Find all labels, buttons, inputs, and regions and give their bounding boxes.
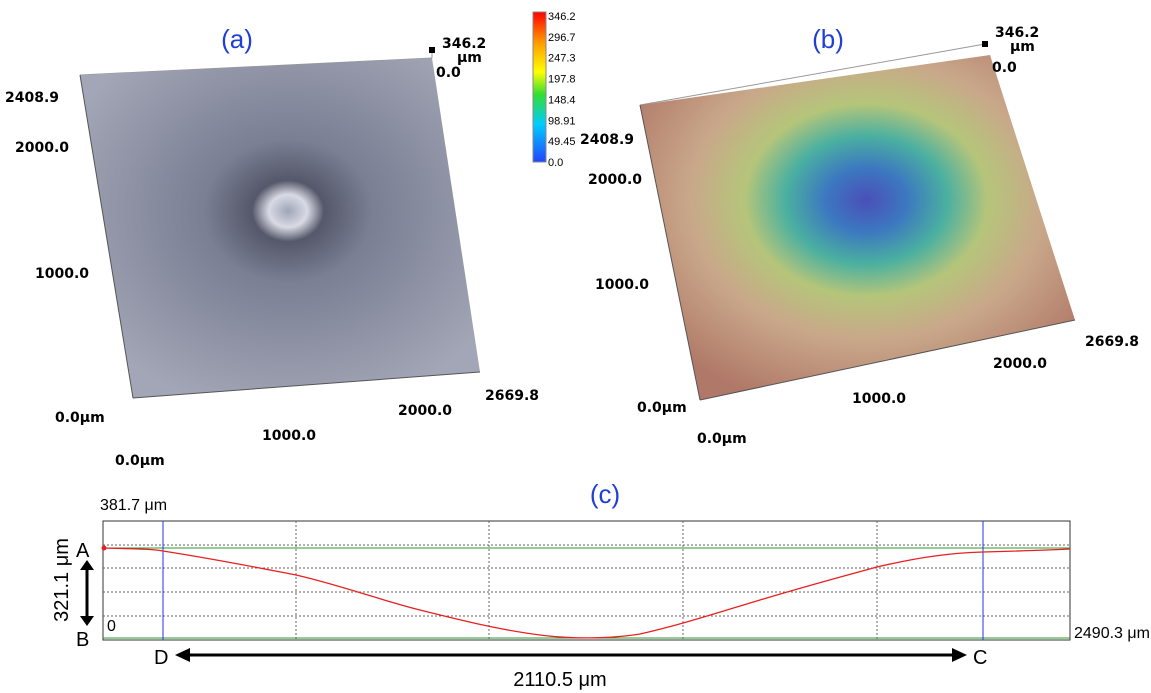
- colorbar-tick-label: 346.2: [548, 11, 576, 23]
- panel-b: (b) 346.2 μm 0.0 2408.9 2000.0 1000.0 0.…: [580, 24, 1139, 447]
- marker: [982, 41, 988, 47]
- colorbar-tick-label: 247.3: [548, 53, 576, 65]
- y-label: 0.0μm: [637, 400, 687, 416]
- arrow-head: [80, 616, 94, 626]
- colorbar-tick-label: 148.4: [548, 94, 576, 106]
- point-label: A: [76, 540, 90, 562]
- arrow-head: [80, 560, 94, 570]
- panel-label: (b): [812, 24, 844, 54]
- colorbar: 346.2 296.7 247.3 197.8 148.4 98.91 49.45 0.0: [532, 11, 576, 169]
- panel-c: (c) 381.7 μm A B 321.1 μm 0 2490.3 μm D …: [51, 479, 1150, 691]
- axis: [79, 74, 134, 399]
- x-label: 2669.8: [1085, 334, 1139, 350]
- x-label: 2669.8: [485, 388, 539, 404]
- point-label: D: [154, 647, 168, 669]
- colorbar-tick-label: 0.0: [548, 157, 563, 169]
- z-min: 0.0: [436, 65, 461, 81]
- panel-label: (c): [590, 479, 620, 509]
- arrow-head: [175, 648, 190, 662]
- top-value: 381.7 μm: [100, 497, 167, 514]
- y-label: 2000.0: [15, 140, 69, 156]
- colorbar-ticks: 346.2 296.7 247.3 197.8 148.4 98.91 49.45 0.0: [548, 11, 576, 169]
- point-label: B: [76, 629, 89, 651]
- x-label: 2000.0: [993, 356, 1047, 372]
- start-point: [101, 545, 107, 551]
- z-unit: μm: [1010, 39, 1035, 55]
- x-label: 0.0μm: [697, 431, 747, 447]
- z-min: 0.0: [992, 60, 1017, 76]
- y-label: 1000.0: [595, 277, 649, 293]
- y-label: 2408.9: [5, 90, 59, 106]
- marker: [429, 47, 435, 53]
- axis: [699, 319, 1076, 401]
- y-label: 1000.0: [35, 266, 89, 282]
- colorbar-tick-label: 98.91: [548, 115, 576, 127]
- zero-label: 0: [107, 618, 116, 635]
- y-label: 2408.9: [580, 132, 634, 148]
- axis: [132, 371, 481, 399]
- profile-box: [102, 520, 1071, 641]
- right-value: 2490.3 μm: [1074, 625, 1150, 642]
- colorbar-tick-label: 49.45: [548, 136, 576, 148]
- panel-label: (a): [221, 24, 253, 54]
- colorbar-tick-label: 197.8: [548, 74, 576, 86]
- panel-a: (a) 346.2 μm 0.0 2408.9 2000.0 1000.0 0.…: [5, 24, 539, 469]
- x-label: 2000.0: [398, 403, 452, 419]
- profile-curve: [102, 547, 1071, 639]
- grid: [103, 521, 1070, 640]
- colorbar-tick-label: 296.7: [548, 32, 576, 44]
- frame: [639, 43, 986, 106]
- y-label: 2000.0: [588, 172, 642, 188]
- point-label: C: [973, 647, 987, 669]
- z-max: 346.2: [995, 25, 1039, 41]
- arrow-head: [952, 648, 967, 662]
- surface: [640, 55, 1075, 400]
- depth-label: 321.1 μm: [51, 538, 73, 622]
- width-label: 2110.5 μm: [513, 669, 606, 691]
- x-label: 1000.0: [852, 391, 906, 407]
- x-label: 0.0μm: [115, 453, 165, 469]
- y-label: 0.0μm: [55, 410, 105, 426]
- surface: [80, 58, 480, 398]
- x-label: 1000.0: [262, 428, 316, 444]
- colorbar-scale: [532, 11, 547, 163]
- z-max: 346.2: [442, 36, 486, 52]
- z-unit: μm: [457, 50, 482, 66]
- axis: [639, 104, 701, 401]
